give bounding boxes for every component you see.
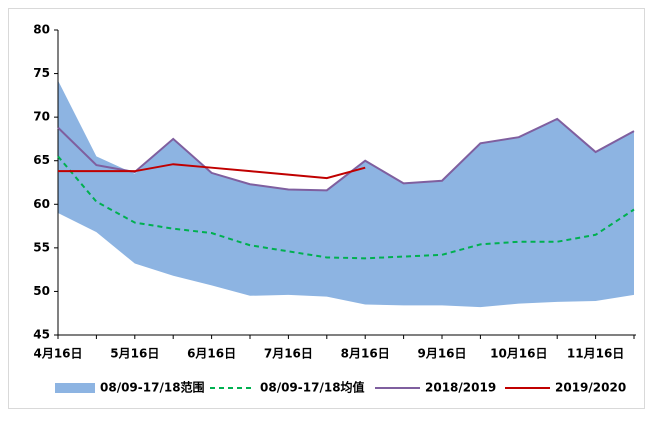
x-tick-label: 7月16日	[264, 347, 313, 361]
legend-label: 2018/2019	[425, 381, 496, 395]
series-line	[58, 163, 366, 180]
y-tick-label: 80	[33, 23, 50, 37]
x-tick-label: 4月16日	[33, 347, 82, 361]
series-line	[57, 155, 635, 260]
legend-label: 2019/2020	[555, 381, 626, 395]
range-area	[58, 80, 634, 308]
legend-label: 08/09-17/18均值	[260, 380, 365, 395]
y-tick-label: 50	[33, 284, 50, 298]
x-tick-label: 8月16日	[341, 347, 390, 361]
chart-frame	[8, 8, 645, 409]
y-tick-label: 45	[33, 328, 50, 342]
y-tick-label: 55	[33, 240, 50, 254]
y-tick-label: 65	[33, 153, 50, 167]
x-tick-label: 10月16日	[490, 347, 547, 361]
legend-label: 08/09-17/18范围	[100, 380, 205, 395]
y-tick-label: 70	[33, 110, 50, 124]
y-tick-label: 60	[33, 197, 50, 211]
x-tick-label: 6月16日	[187, 347, 236, 361]
x-tick-label: 9月16日	[417, 347, 466, 361]
x-tick-label: 11月16日	[567, 347, 624, 361]
legend-swatch	[55, 383, 95, 393]
y-tick-label: 75	[33, 66, 50, 80]
series-line	[57, 117, 635, 192]
x-tick-label: 5月16日	[110, 347, 159, 361]
